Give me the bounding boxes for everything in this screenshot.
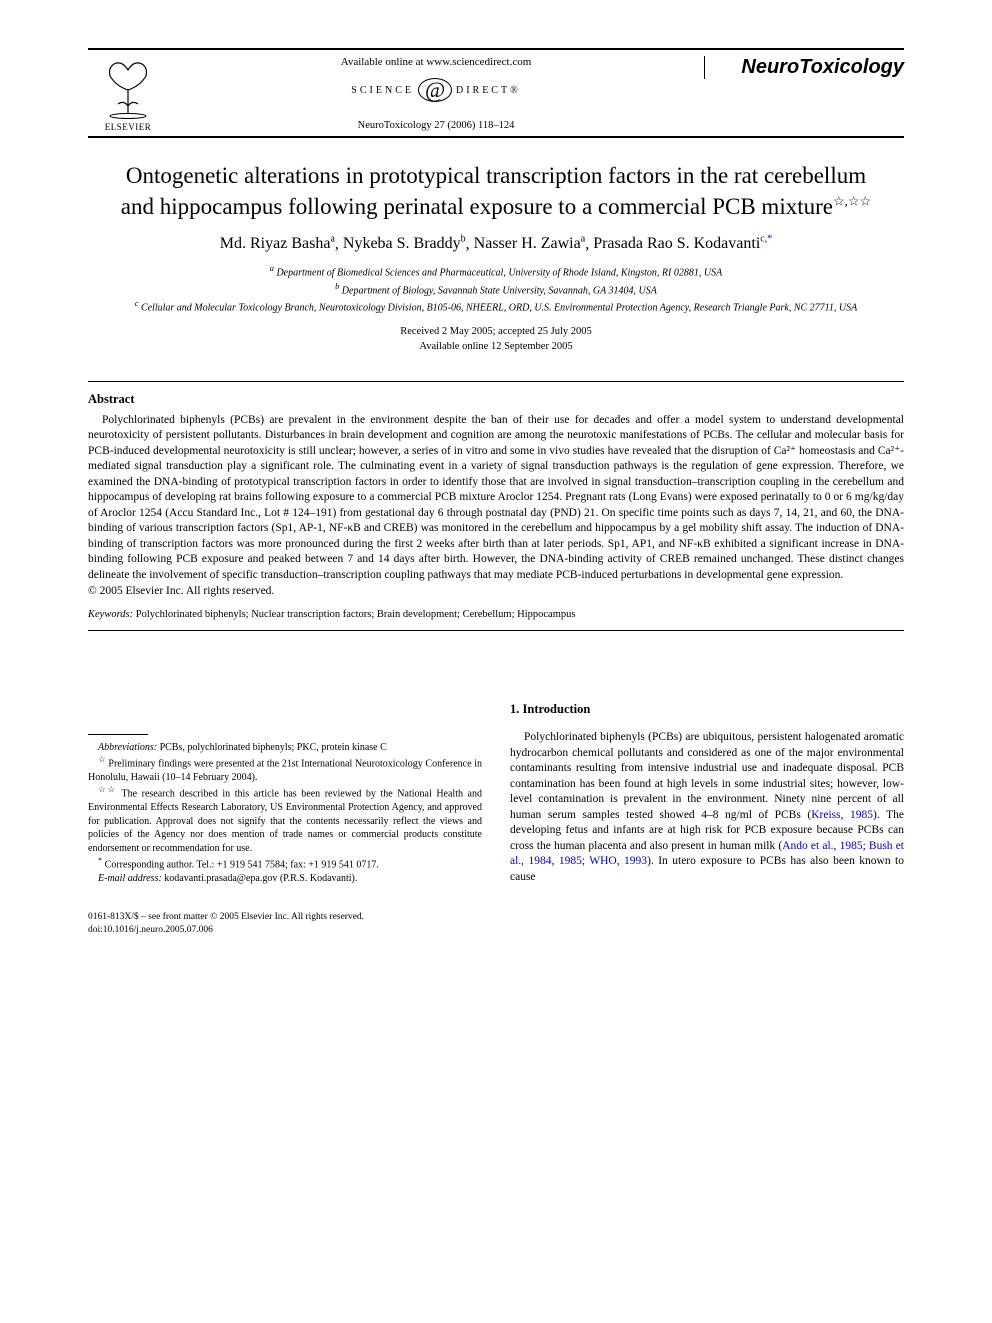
abbrev-text: PCBs, polychlorinated biphenyls; PKC, pr… [157,742,387,753]
right-column: 1. Introduction Polychlorinated biphenyl… [510,701,904,885]
title-text: Ontogenetic alterations in prototypical … [121,163,866,219]
star2-marker: ☆☆ [98,785,117,794]
sd-right: DIRECT® [456,85,521,96]
journal-title: NeuroToxicology [717,56,904,79]
author-line: Md. Riyaz Bashaa, Nykeba S. Braddyb, Nas… [88,234,904,253]
at-icon: @ [418,78,452,102]
author-name: Nasser H. Zawia [474,235,581,252]
author-name: Md. Riyaz Basha [220,235,331,252]
introduction-body: Polychlorinated biphenyls (PCBs) are ubi… [510,730,904,885]
article-title: Ontogenetic alterations in prototypical … [108,160,884,222]
intro-text-1: Polychlorinated biphenyls (PCBs) are ubi… [510,731,904,821]
journal-header: ELSEVIER Available online at www.science… [88,48,904,138]
abstract-heading: Abstract [88,392,904,407]
author-aff: a [581,234,585,245]
author-aff: a [330,234,334,245]
available-online-text: Available online at www.sciencedirect.co… [168,56,704,68]
elsevier-tree-icon [96,56,160,120]
corresponding-footnote: * Corresponding author. Tel.: +1 919 541… [88,855,482,872]
journal-title-block: NeuroToxicology [704,56,904,79]
available-online: Available online 12 September 2005 [88,340,904,355]
keywords-text: Polychlorinated biphenyls; Nuclear trans… [136,609,576,620]
front-matter-line: 0161-813X/$ – see front matter © 2005 El… [88,911,904,923]
received-accepted: Received 2 May 2005; accepted 25 July 20… [88,325,904,340]
author-name: Prasada Rao S. Kodavanti [593,235,760,252]
header-center: Available online at www.sciencedirect.co… [168,56,704,131]
elsevier-label: ELSEVIER [88,122,168,132]
email-footnote: E-mail address: kodavanti.prasada@epa.go… [88,872,482,886]
star2-footnote: ☆☆ The research described in this articl… [88,784,482,855]
star2-text: The research described in this article h… [88,789,482,854]
star1-footnote: ☆ Preliminary findings were presented at… [88,754,482,784]
author-aff: b [461,234,466,245]
sd-left: SCIENCE [351,85,414,96]
abbreviations-footnote: Abbreviations: PCBs, polychlorinated bip… [88,741,482,755]
sciencedirect-logo: SCIENCE @ DIRECT® [351,78,520,102]
page: ELSEVIER Available online at www.science… [0,0,992,976]
doi-line: doi:10.1016/j.neuro.2005.07.006 [88,924,904,936]
keywords-label: Keywords: [88,609,133,620]
publisher-logo-block: ELSEVIER [88,56,168,132]
author-name: Nykeba S. Braddy [343,235,461,252]
page-footer: 0161-813X/$ – see front matter © 2005 El… [88,911,904,936]
abbrev-label: Abbreviations: [98,742,157,753]
abstract-body: Polychlorinated biphenyls (PCBs) are pre… [88,413,904,584]
article-dates: Received 2 May 2005; accepted 25 July 20… [88,325,904,354]
keywords-block: Keywords: Polychlorinated biphenyls; Nuc… [88,609,904,620]
title-markers: ☆,☆☆ [833,193,871,208]
citation-link[interactable]: Kreiss, 1985 [811,809,873,821]
affiliations: a Department of Biomedical Sciences and … [88,263,904,315]
affiliation-b: b Department of Biology, Savannah State … [88,281,904,298]
introduction-heading: 1. Introduction [510,701,904,718]
star1-text: Preliminary findings were presented at t… [88,758,482,783]
affiliation-a: a Department of Biomedical Sciences and … [88,263,904,280]
email-text: kodavanti.prasada@epa.gov (P.R.S. Kodava… [162,873,358,884]
copyright-line: © 2005 Elsevier Inc. All rights reserved… [88,585,904,597]
star1-marker: ☆ [98,755,106,764]
author: Md. Riyaz Bashaa [220,235,335,252]
affiliation-c: c Cellular and Molecular Toxicology Bran… [88,298,904,315]
left-column: Abbreviations: PCBs, polychlorinated bip… [88,701,482,885]
two-column-region: Abbreviations: PCBs, polychlorinated bip… [88,701,904,885]
rule-above-abstract [88,381,904,382]
footnote-rule [88,734,148,735]
author: Prasada Rao S. Kodavantic,* [593,235,772,252]
author-aff-corr: c,* [760,234,772,245]
author: Nasser H. Zawiaa [474,235,586,252]
corr-text: Corresponding author. Tel.: +1 919 541 7… [102,859,379,870]
abstract-text: Polychlorinated biphenyls (PCBs) are pre… [88,413,904,584]
email-label: E-mail address: [98,873,162,884]
citation-line: NeuroToxicology 27 (2006) 118–124 [168,120,704,131]
rule-below-keywords [88,630,904,631]
author: Nykeba S. Braddyb [343,235,466,252]
